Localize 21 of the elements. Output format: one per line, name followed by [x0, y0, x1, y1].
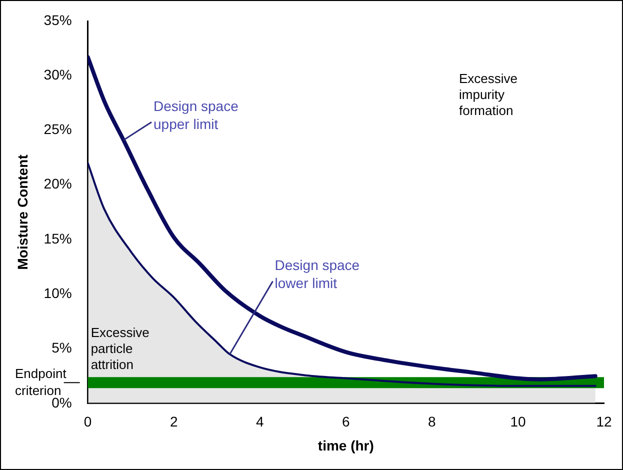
annotation: Design space lower limit	[274, 257, 360, 292]
annotation: Excessive particle attrition	[90, 325, 150, 372]
x-axis-title: time (hr)	[318, 437, 374, 454]
y-tick-label: 35%	[44, 12, 72, 28]
x-tick-label: 6	[342, 414, 350, 430]
y-tick-label: 10%	[44, 285, 72, 301]
x-tick-label: 10	[510, 414, 526, 430]
x-tick-label: 4	[256, 414, 264, 430]
x-tick-label: 0	[84, 414, 92, 430]
y-axis-title: Moisture Content	[14, 154, 30, 270]
annotation: Excessive impurity formation	[459, 71, 518, 118]
y-tick-label: 20%	[44, 176, 72, 192]
y-tick-label: 25%	[44, 121, 72, 138]
y-tick-label: 15%	[44, 230, 72, 246]
y-tick-label: 5%	[52, 340, 72, 356]
x-tick-label: 12	[596, 414, 612, 430]
line-series	[88, 55, 598, 382]
x-tick-label: 8	[428, 414, 436, 430]
annotation: Design space upper limit	[154, 98, 239, 132]
y-tick-label: 30%	[44, 66, 72, 82]
x-tick-label: 2	[170, 414, 178, 430]
